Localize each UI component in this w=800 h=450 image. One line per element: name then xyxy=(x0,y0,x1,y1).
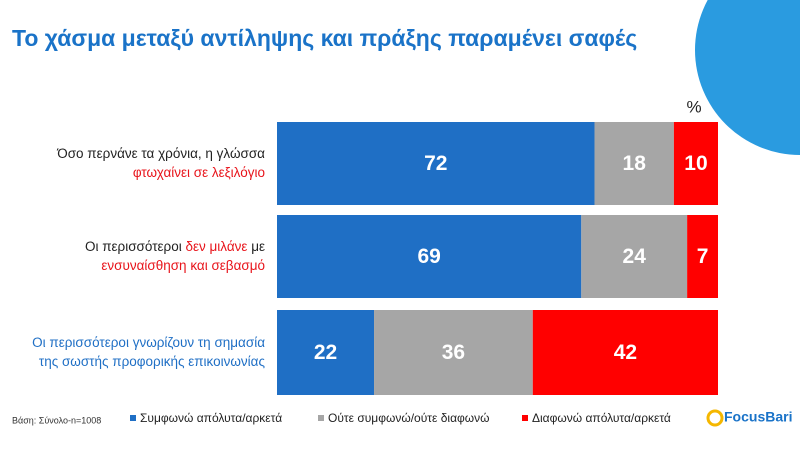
value-label: 69 xyxy=(417,245,440,268)
category-label: Οι περισσότεροι δεν μιλάνε με xyxy=(85,239,265,254)
category-label-part: δεν μιλάνε xyxy=(186,239,248,254)
value-label: 24 xyxy=(623,245,647,268)
category-label-part: Οι περισσότεροι γνωρίζουν τη σημασία xyxy=(32,335,265,350)
category-label: ενσυναίσθηση και σεβασμό xyxy=(101,258,265,273)
decor-circle xyxy=(695,0,800,155)
bar-segment xyxy=(581,215,688,298)
bar-segment xyxy=(277,310,375,395)
legend-marker xyxy=(130,415,136,421)
legend-label: Ούτε συμφωνώ/ούτε διαφωνώ xyxy=(328,411,490,425)
bar-segment xyxy=(532,310,718,395)
legend-marker xyxy=(522,415,528,421)
legend-label: Συμφωνώ απόλυτα/αρκετά xyxy=(140,411,282,425)
category-label-part: Όσο περνάνε τα χρόνια, η γλώσσα xyxy=(56,146,265,161)
value-label: 22 xyxy=(314,341,337,364)
category-label: Όσο περνάνε τα χρόνια, η γλώσσα xyxy=(56,146,265,161)
category-label-part: της σωστής προφορικής επικοινωνίας xyxy=(39,354,266,369)
category-label-part: με xyxy=(247,239,265,254)
bar-segment xyxy=(374,310,533,395)
category-label-part: φτωχαίνει σε λεξιλόγιο xyxy=(133,165,265,180)
category-label: φτωχαίνει σε λεξιλόγιο xyxy=(133,165,265,180)
unit-label: % xyxy=(686,97,701,116)
brand: FocusBari xyxy=(724,409,792,425)
logo-icon xyxy=(706,409,724,427)
category-label: της σωστής προφορικής επικοινωνίας xyxy=(39,354,266,369)
bar-segment xyxy=(277,122,595,205)
bar-segment xyxy=(594,122,674,205)
value-label: 36 xyxy=(442,341,465,364)
legend-marker xyxy=(318,415,324,421)
value-label: 18 xyxy=(623,152,647,175)
category-label-part: ενσυναίσθηση και σεβασμό xyxy=(101,258,265,273)
value-label: 10 xyxy=(684,152,707,175)
chart-title: Το χάσμα μεταξύ αντίληψης και πράξης παρ… xyxy=(12,25,637,51)
category-label: Οι περισσότεροι γνωρίζουν τη σημασία xyxy=(32,335,265,350)
bar-segment xyxy=(687,215,718,298)
value-label: 42 xyxy=(614,341,637,364)
value-label: 7 xyxy=(697,245,709,268)
value-label: 72 xyxy=(424,152,447,175)
legend-label: Διαφωνώ απόλυτα/αρκετά xyxy=(532,411,671,425)
base-note: Βάση: Σύνολο-n=1008 xyxy=(12,415,101,425)
bar-segment xyxy=(277,215,582,298)
bar-segment xyxy=(673,122,718,205)
category-label-part: Οι περισσότεροι xyxy=(85,239,186,254)
